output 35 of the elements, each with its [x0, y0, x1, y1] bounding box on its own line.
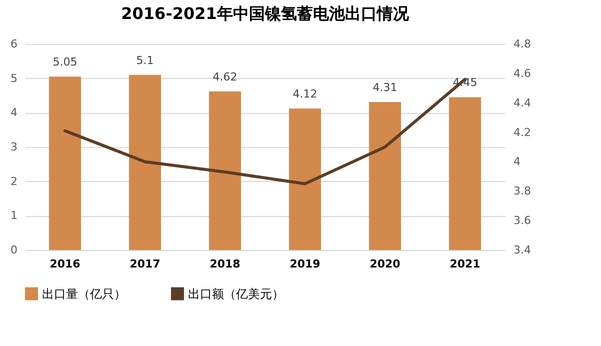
bar: [49, 76, 81, 250]
x-tick-label: 2021: [450, 258, 480, 270]
bar: [289, 108, 321, 250]
x-tick-label: 2016: [50, 258, 81, 270]
legend-label: 出口量（亿只）: [42, 286, 126, 301]
bar: [449, 97, 481, 250]
data-label: 4.12: [292, 88, 318, 101]
y2-tick-label: 3.8: [514, 184, 531, 198]
data-label: 4.62: [212, 70, 238, 84]
y2-tick-label: 4.2: [514, 126, 531, 139]
y-tick-label: 5: [10, 72, 18, 85]
data-label: 5.05: [52, 56, 78, 69]
y2-tick-label: 4.8: [514, 38, 531, 50]
x-tick-label: 2017: [130, 258, 160, 270]
y-tick-label: 6: [10, 38, 18, 50]
chart-title: 2016-2021年中国镍氢蓄电池出口情况: [121, 4, 410, 23]
y2-tick-label: 4: [514, 155, 520, 168]
y-tick-label: 0: [10, 244, 18, 256]
y-tick-label: 2: [10, 174, 18, 188]
y-tick-label: 3: [10, 140, 18, 154]
y-tick-label: 4: [10, 106, 18, 120]
y2-tick-label: 3.6: [514, 214, 531, 228]
y2-tick-label: 3.4: [514, 244, 531, 256]
bar: [129, 74, 161, 250]
y2-tick-label: 4.4: [514, 96, 531, 110]
bar: [369, 102, 401, 250]
y-tick-label: 1: [10, 209, 18, 222]
bar: [209, 91, 241, 250]
x-tick-label: 2020: [370, 258, 401, 270]
x-tick-label: 2019: [290, 258, 320, 270]
data-label: 4.31: [372, 81, 398, 94]
x-tick-label: 2018: [210, 258, 240, 270]
y2-tick-label: 4.6: [514, 66, 531, 80]
legend-label: 出口额（亿美元）: [188, 286, 284, 301]
data-label: 5.1: [136, 54, 154, 67]
